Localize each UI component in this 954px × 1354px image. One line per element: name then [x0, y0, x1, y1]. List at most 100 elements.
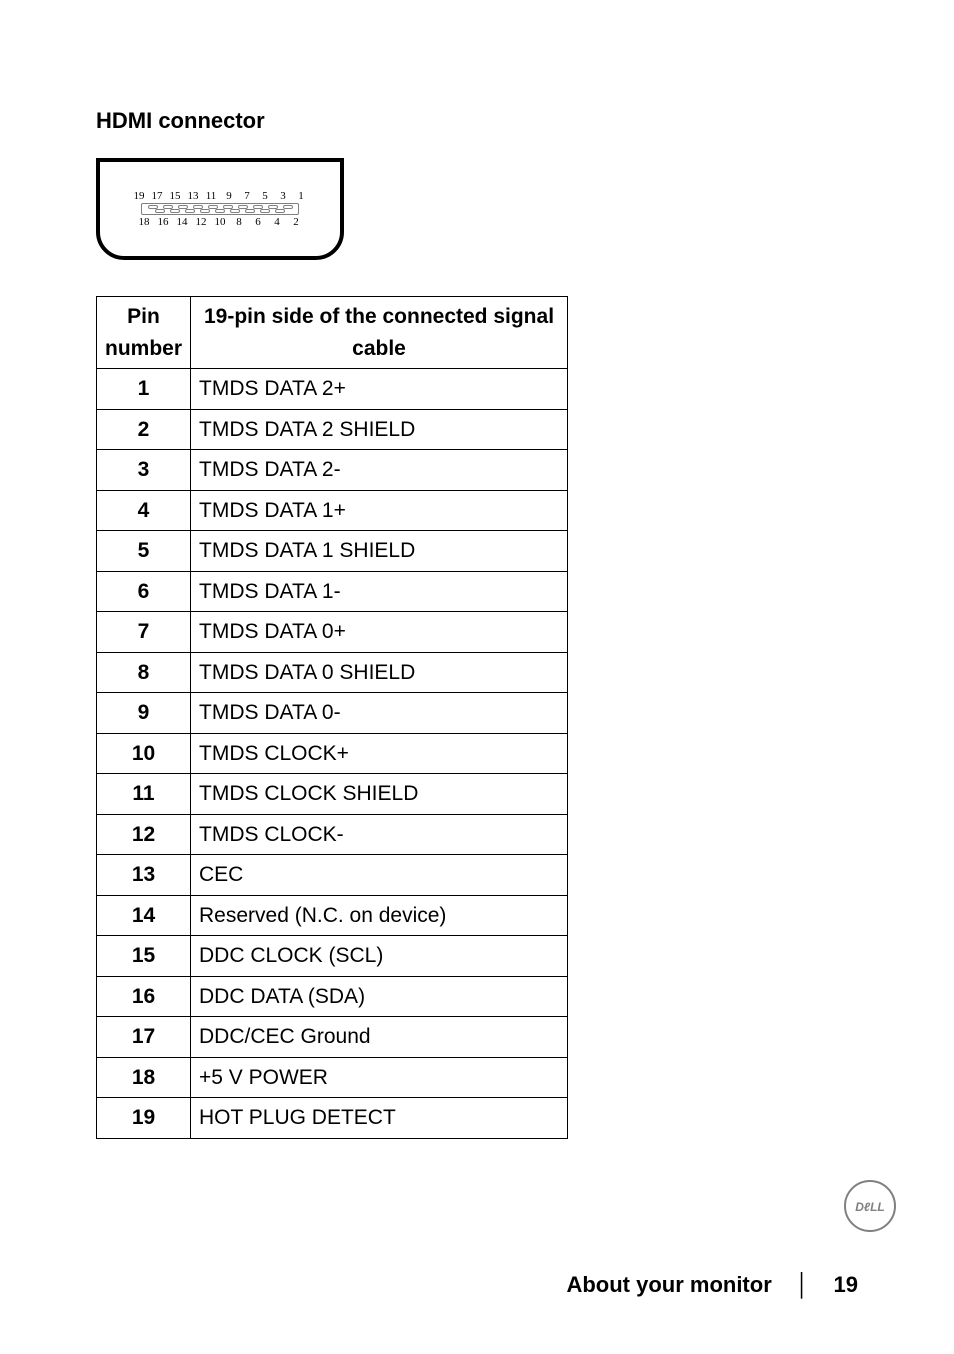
table-row: 7TMDS DATA 0+ — [97, 612, 568, 653]
table-row: 19HOT PLUG DETECT — [97, 1098, 568, 1139]
pin-number-cell: 6 — [97, 571, 191, 612]
pin-number-cell: 2 — [97, 409, 191, 450]
pin-label: 15 — [169, 190, 182, 202]
pin-number-cell: 4 — [97, 490, 191, 531]
pin-number-cell: 16 — [97, 976, 191, 1017]
pin-label: 13 — [187, 190, 200, 202]
pin-signal-cell: TMDS CLOCK- — [191, 814, 568, 855]
table-row: 14Reserved (N.C. on device) — [97, 895, 568, 936]
pin-label: 3 — [277, 190, 290, 202]
pin-number-cell: 17 — [97, 1017, 191, 1058]
pin-slots — [141, 203, 299, 215]
pin-number-cell: 1 — [97, 369, 191, 410]
pin-signal-cell: TMDS CLOCK+ — [191, 733, 568, 774]
pin-label: 11 — [205, 190, 218, 202]
pin-number-cell: 7 — [97, 612, 191, 653]
pin-slot — [200, 209, 210, 213]
table-row: 18+5 V POWER — [97, 1057, 568, 1098]
page-footer: About your monitor │ 19 — [566, 1272, 858, 1298]
table-row: 12TMDS CLOCK- — [97, 814, 568, 855]
pin-slot — [215, 209, 225, 213]
pin-label: 10 — [214, 216, 227, 228]
pin-signal-cell: TMDS DATA 2+ — [191, 369, 568, 410]
pin-signal-cell: TMDS CLOCK SHIELD — [191, 774, 568, 815]
pin-label: 4 — [271, 216, 284, 228]
pin-number-cell: 14 — [97, 895, 191, 936]
pin-signal-cell: TMDS DATA 1 SHIELD — [191, 531, 568, 572]
table-row: 5TMDS DATA 1 SHIELD — [97, 531, 568, 572]
bottom-pin-labels: 18161412108642 — [138, 216, 303, 228]
pin-label: 1 — [295, 190, 308, 202]
pin-slot — [170, 209, 180, 213]
pin-number-cell: 10 — [97, 733, 191, 774]
footer-section-label: About your monitor — [566, 1272, 771, 1298]
pin-label: 17 — [151, 190, 164, 202]
pin-slot — [245, 209, 255, 213]
pin-signal-cell: TMDS DATA 2- — [191, 450, 568, 491]
pin-number-cell: 11 — [97, 774, 191, 815]
header-signal: 19-pin side of the connected signal cabl… — [191, 297, 568, 369]
pin-label: 6 — [252, 216, 265, 228]
table-row: 8TMDS DATA 0 SHIELD — [97, 652, 568, 693]
document-page: HDMI connector 191715131197531 181614121… — [0, 0, 954, 1354]
pin-signal-cell: DDC CLOCK (SCL) — [191, 936, 568, 977]
pin-number-cell: 8 — [97, 652, 191, 693]
pin-number-cell: 12 — [97, 814, 191, 855]
pin-number-cell: 15 — [97, 936, 191, 977]
table-row: 17DDC/CEC Ground — [97, 1017, 568, 1058]
pin-slot — [275, 209, 285, 213]
pin-number-cell: 9 — [97, 693, 191, 734]
pin-signal-cell: HOT PLUG DETECT — [191, 1098, 568, 1139]
footer-separator: │ — [796, 1272, 810, 1298]
table-row: 1TMDS DATA 2+ — [97, 369, 568, 410]
pin-label: 9 — [223, 190, 236, 202]
pin-signal-cell: Reserved (N.C. on device) — [191, 895, 568, 936]
pin-label: 7 — [241, 190, 254, 202]
pin-number-cell: 18 — [97, 1057, 191, 1098]
footer-page-number: 19 — [834, 1272, 858, 1298]
pin-slot — [185, 209, 195, 213]
table-row: 6TMDS DATA 1- — [97, 571, 568, 612]
pin-signal-cell: TMDS DATA 0+ — [191, 612, 568, 653]
bottom-pin-row — [155, 209, 285, 213]
table-row: 11TMDS CLOCK SHIELD — [97, 774, 568, 815]
connector-inner: 191715131197531 18161412108642 — [108, 190, 332, 228]
pin-signal-cell: +5 V POWER — [191, 1057, 568, 1098]
table-row: 15DDC CLOCK (SCL) — [97, 936, 568, 977]
pin-slot — [260, 209, 270, 213]
pin-signal-cell: DDC DATA (SDA) — [191, 976, 568, 1017]
table-row: 2TMDS DATA 2 SHIELD — [97, 409, 568, 450]
svg-text:DℓLL: DℓLL — [855, 1200, 885, 1214]
pin-signal-cell: TMDS DATA 1- — [191, 571, 568, 612]
table-header-row: Pin number 19-pin side of the connected … — [97, 297, 568, 369]
pin-signal-cell: CEC — [191, 855, 568, 896]
pin-signal-cell: TMDS DATA 0 SHIELD — [191, 652, 568, 693]
section-title: HDMI connector — [96, 108, 858, 134]
table-row: 16DDC DATA (SDA) — [97, 976, 568, 1017]
pin-number-cell: 5 — [97, 531, 191, 572]
table-row: 9TMDS DATA 0- — [97, 693, 568, 734]
pin-number-cell: 13 — [97, 855, 191, 896]
pin-label: 16 — [157, 216, 170, 228]
pin-slot — [230, 209, 240, 213]
pin-number-cell: 19 — [97, 1098, 191, 1139]
top-pin-labels: 191715131197531 — [133, 190, 308, 202]
pin-signal-cell: DDC/CEC Ground — [191, 1017, 568, 1058]
table-row: 3TMDS DATA 2- — [97, 450, 568, 491]
header-pin-number: Pin number — [97, 297, 191, 369]
pin-label: 2 — [290, 216, 303, 228]
dell-logo-icon: DℓLL — [842, 1178, 898, 1234]
pin-signal-cell: TMDS DATA 1+ — [191, 490, 568, 531]
pin-label: 5 — [259, 190, 272, 202]
pin-slot — [155, 209, 165, 213]
pinout-table: Pin number 19-pin side of the connected … — [96, 296, 568, 1139]
pin-number-cell: 3 — [97, 450, 191, 491]
table-row: 4TMDS DATA 1+ — [97, 490, 568, 531]
hdmi-connector-diagram: 191715131197531 18161412108642 — [96, 158, 344, 260]
pin-label: 14 — [176, 216, 189, 228]
pin-signal-cell: TMDS DATA 0- — [191, 693, 568, 734]
pin-label: 12 — [195, 216, 208, 228]
pin-label: 18 — [138, 216, 151, 228]
pin-signal-cell: TMDS DATA 2 SHIELD — [191, 409, 568, 450]
table-row: 10TMDS CLOCK+ — [97, 733, 568, 774]
